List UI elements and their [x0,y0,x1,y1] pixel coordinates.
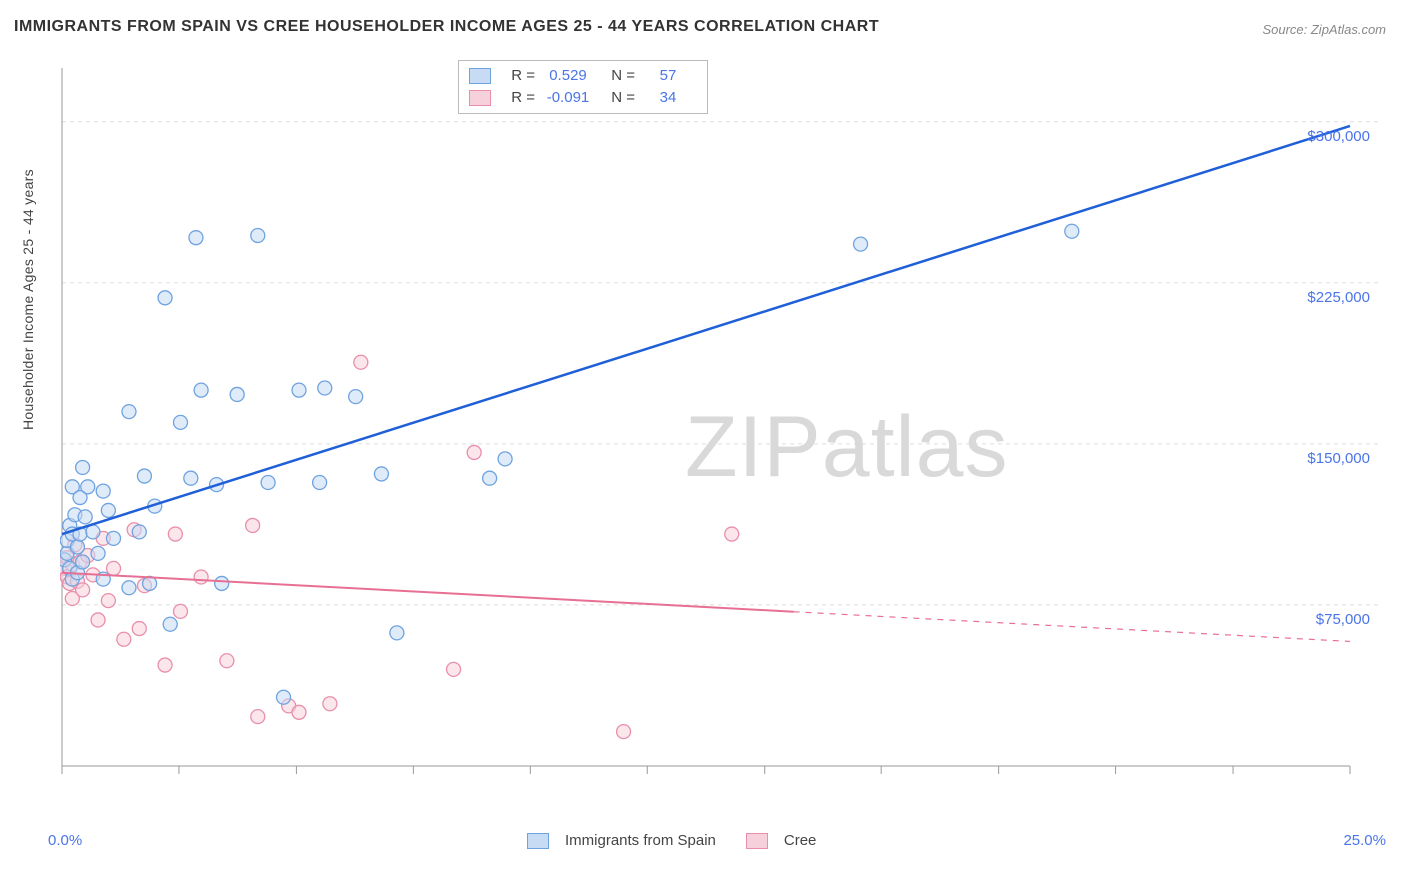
swatch-cree [469,90,491,106]
swatch-spain-bottom [527,833,549,849]
n-value-cree: 34 [639,87,697,109]
legend-stats-row-cree: R = -0.091 N = 34 [469,87,697,109]
swatch-spain [469,68,491,84]
y-tick-label: $150,000 [1290,450,1370,467]
y-tick-label: $300,000 [1290,128,1370,145]
legend-label-cree: Cree [784,832,817,849]
r-value-cree: -0.091 [539,87,597,109]
swatch-cree-bottom [746,833,768,849]
source-attribution: Source: ZipAtlas.com [1262,22,1386,37]
x-axis-left-label: 0.0% [48,832,82,849]
legend-stats: R = 0.529 N = 57 R = -0.091 N = 34 [458,60,708,114]
chart-title: IMMIGRANTS FROM SPAIN VS CREE HOUSEHOLDE… [14,18,879,36]
r-label: R = [501,65,535,87]
r-label: R = [501,87,535,109]
n-label: N = [601,87,635,109]
y-tick-label: $225,000 [1290,289,1370,306]
plot-area: ZIPatlas [60,58,1380,796]
legend-series: Immigrants from Spain Cree [527,832,816,849]
legend-stats-row-spain: R = 0.529 N = 57 [469,65,697,87]
y-tick-label: $75,000 [1290,611,1370,628]
legend-label-spain: Immigrants from Spain [565,832,716,849]
y-axis-label: Householder Income Ages 25 - 44 years [20,169,36,430]
r-value-spain: 0.529 [539,65,597,87]
n-value-spain: 57 [639,65,697,87]
n-label: N = [601,65,635,87]
chart-svg [60,58,1380,796]
x-axis-right-label: 25.0% [1343,832,1386,849]
